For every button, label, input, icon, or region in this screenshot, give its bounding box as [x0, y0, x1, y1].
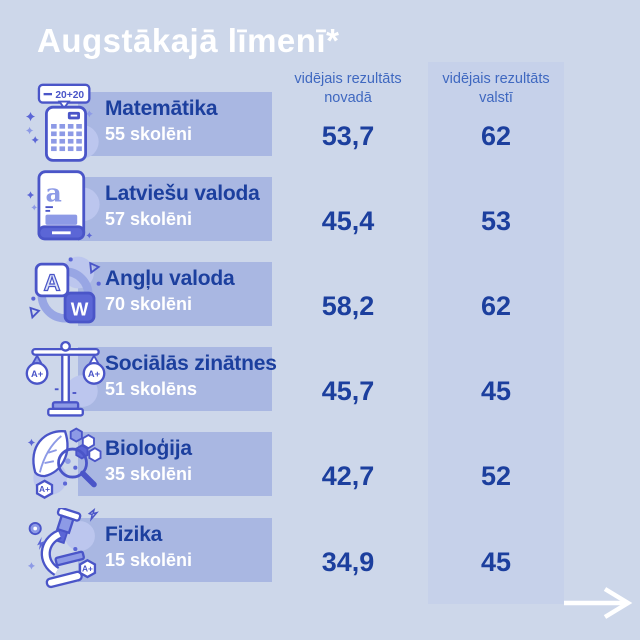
microscope-icon: A+	[24, 508, 108, 592]
value-novads: 58,2	[321, 291, 375, 321]
column-header-novads: vidējais rezultāts novadā	[280, 70, 416, 108]
subject-name: Bioloģija	[105, 437, 192, 460]
row-band	[78, 432, 272, 496]
subject-name: Matemātika	[105, 97, 218, 120]
value-novads: 45,4	[321, 206, 375, 236]
value-novads: 34,9	[321, 547, 375, 577]
calculator-icon: 20+20	[24, 82, 108, 166]
subject-name: Angļu valoda	[105, 267, 235, 290]
subject-name: Sociālās zinātnes	[105, 352, 277, 375]
next-arrow-icon[interactable]	[560, 586, 636, 625]
row-band	[78, 92, 272, 156]
row-text: Fizika 15 skolēni	[105, 523, 192, 571]
student-count: 51 skolēns	[105, 379, 198, 399]
scales-icon: A+ A+	[24, 337, 108, 421]
student-count: 35 skolēni	[105, 464, 193, 484]
svg-text:A+: A+	[31, 369, 44, 379]
svg-text:W: W	[71, 298, 89, 319]
column-header-novads-line1: vidējais rezultāts	[294, 71, 402, 87]
subject-name: Latviešu valoda	[105, 182, 260, 205]
value-valsts: 53	[480, 206, 512, 236]
row-text: Sociālās zinātnes 51 skolēns	[105, 352, 277, 400]
row-band	[78, 518, 272, 582]
row-text: Latviešu valoda 57 skolēni	[105, 182, 260, 230]
book-icon: a	[24, 167, 108, 251]
row-text: Angļu valoda 70 skolēni	[105, 267, 235, 315]
translation-icon: A W	[24, 252, 108, 336]
row-text: Bioloģija 35 skolēni	[105, 437, 192, 485]
svg-text:a: a	[45, 178, 61, 208]
value-novads: 42,7	[321, 461, 375, 491]
subject-row-anglu-valoda: A W Angļu valoda 70 skolēni 58,2 62	[0, 256, 640, 326]
student-count: 70 skolēni	[105, 294, 193, 314]
column-header-valsts-line2: valstī	[479, 89, 513, 106]
value-valsts: 45	[480, 547, 512, 577]
row-band	[78, 347, 272, 411]
subject-row-latviesu-valoda: a Latviešu valoda 57 skolēni 45,4 53	[0, 170, 640, 241]
svg-text:20+20: 20+20	[55, 90, 84, 101]
svg-text:A+: A+	[82, 563, 93, 573]
value-novads: 45,7	[321, 376, 375, 406]
value-novads: 53,7	[321, 121, 375, 151]
page-title: Augstākajā līmenī*	[37, 22, 340, 59]
subject-row-biologija: A+ Bioloģija 35 skolēni 42,7 52	[0, 427, 640, 499]
row-text: Matemātika 55 skolēni	[105, 97, 218, 145]
value-valsts: 62	[480, 121, 512, 151]
subject-row-fizika: A+ Fizika 15 skolēni 34,9 45	[0, 508, 640, 589]
value-valsts: 62	[480, 291, 512, 321]
value-valsts: 52	[480, 461, 512, 491]
valsts-column-band	[428, 62, 564, 604]
student-count: 57 skolēni	[105, 209, 193, 229]
column-header-novads-line2: novadā	[324, 89, 372, 106]
row-band	[78, 177, 272, 241]
subject-row-matematika: 20+20 Matemātika 55 skolēni 53,7 62	[0, 83, 640, 162]
column-header-valsts-line1: vidējais rezultāts	[442, 71, 550, 87]
value-valsts: 45	[480, 376, 512, 406]
student-count: 15 skolēni	[105, 550, 193, 570]
row-band	[78, 262, 272, 326]
column-header-valsts: vidējais rezultāts valstī	[428, 70, 564, 108]
svg-text:A: A	[44, 269, 61, 295]
student-count: 55 skolēni	[105, 124, 193, 144]
leaf-molecule-icon: A+	[24, 422, 108, 506]
svg-text:A+: A+	[88, 369, 101, 379]
svg-text:A+: A+	[39, 484, 50, 494]
subject-row-socialas-zinatnes: A+ A+ Sociālās zinātnes 51 skolēns 45,7 …	[0, 340, 640, 417]
subject-name: Fizika	[105, 523, 163, 546]
